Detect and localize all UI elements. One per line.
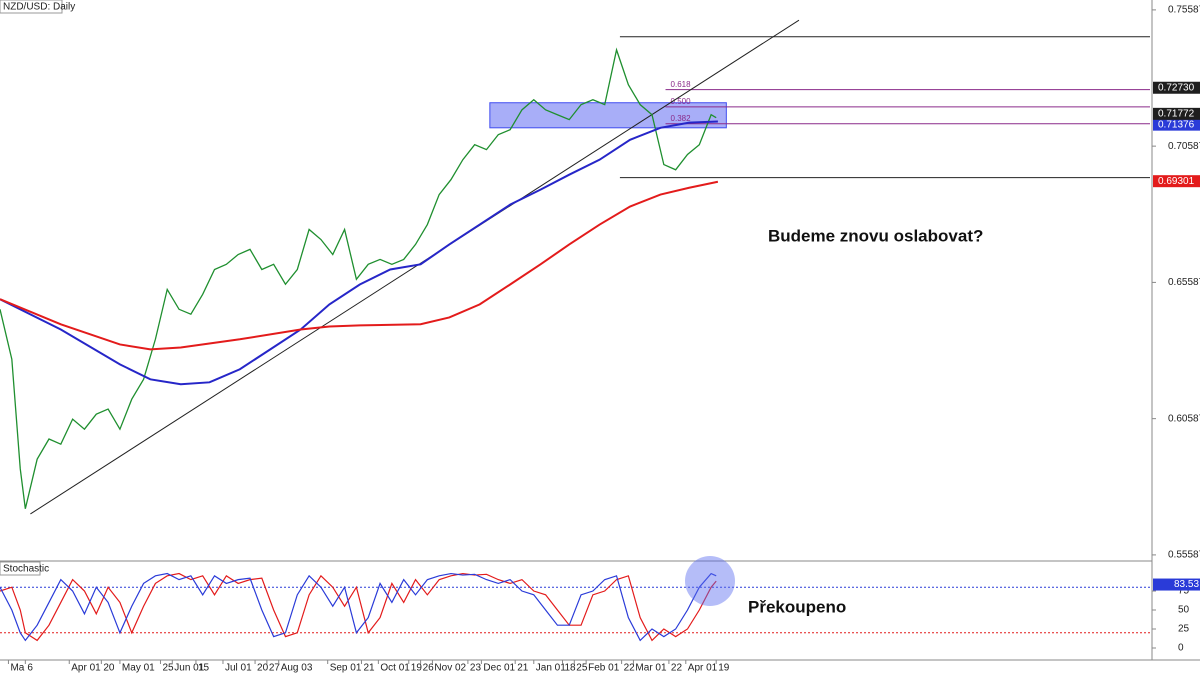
panel-title: Stochastic [3,564,49,575]
y-tick-label: 0 [1178,643,1184,654]
x-tick-label: Apr 01 [71,663,101,674]
current-label-bg [1153,578,1200,591]
x-tick-label: 25 [576,663,588,674]
x-tick-label: 19 [411,663,423,674]
price-label: 0.69301 [1158,176,1195,187]
x-tick-label: 20 [103,663,115,674]
trendline [30,19,800,515]
x-tick-label: May 01 [122,663,155,674]
y-tick-label: 0.75587 [1168,5,1200,16]
x-tick-label: 21 [517,663,529,674]
x-tick-label: Oct 01 [380,663,410,674]
price-label-bg [1153,175,1200,188]
price-label-bg [1153,118,1200,131]
x-tick-label: 22 [624,663,636,674]
x-tick-label: 20 [257,663,269,674]
y-tick-label: 0.55587 [1168,550,1200,561]
y-tick-label: 0.60587 [1168,413,1200,424]
x-tick-label: Ma [10,663,24,674]
y-tick-label: 75 [1178,586,1190,597]
price-label: 0.71376 [1158,119,1195,130]
x-tick-label: 21 [363,663,375,674]
x-tick-label: Nov 02 [434,663,466,674]
price-label: 0.72730 [1158,82,1195,93]
price-label: 0.71772 [1158,108,1195,119]
x-tick-label: Apr 01 [688,663,718,674]
x-tick-label: Mar 01 [635,663,667,674]
fib-label: 0.382 [671,114,692,123]
x-tick-label: 26 [423,663,435,674]
fib-label: 0.618 [671,80,692,89]
series-line [0,572,717,642]
x-tick-label: 27 [269,663,281,674]
x-tick-label: Jul 01 [225,663,252,674]
y-tick-label: 0.70587 [1168,141,1200,152]
x-tick-label: Sep 01 [330,663,362,674]
annotation: Překoupeno [748,597,846,616]
highlight-circle [685,556,735,606]
y-tick-label: 50 [1178,605,1190,616]
x-tick-label: 22 [671,663,683,674]
price-label-bg [1153,81,1200,94]
price-label-bg [1153,107,1200,120]
x-tick-label: 6 [27,663,33,674]
x-tick-label: Feb 01 [588,663,620,674]
y-tick-label: 25 [1178,624,1190,635]
series-line [0,120,718,386]
x-tick-label: Jan 01 [536,663,566,674]
x-tick-label: 23 [470,663,482,674]
title-box [0,0,63,14]
annotation: Budeme znovu oslabovat? [768,226,983,245]
series-line [0,572,717,642]
fib-label: 0.500 [671,97,692,106]
panel-title-box [0,561,41,576]
x-tick-label: Jun 01 [174,663,204,674]
chart-title: NZD/USD: Daily [3,2,75,13]
x-tick-label: 18 [564,663,576,674]
x-tick-label: Aug 03 [281,663,313,674]
x-tick-label: 15 [198,663,210,674]
y-tick-label: 0.65587 [1168,277,1200,288]
current-label: 83.53 [1174,579,1199,590]
series-line [0,47,717,509]
series-line [0,180,719,351]
x-tick-label: Dec 01 [483,663,515,674]
x-tick-label: 25 [162,663,174,674]
x-tick-label: 19 [718,663,730,674]
